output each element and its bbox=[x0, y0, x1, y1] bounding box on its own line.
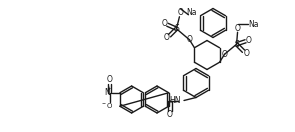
Text: HN: HN bbox=[170, 96, 181, 105]
Text: N: N bbox=[104, 88, 110, 97]
Text: $^-$O: $^-$O bbox=[100, 101, 114, 110]
Text: O: O bbox=[246, 36, 252, 45]
Text: Na: Na bbox=[248, 20, 259, 29]
Text: S: S bbox=[174, 24, 179, 33]
Text: O: O bbox=[167, 110, 173, 119]
Text: +: + bbox=[106, 86, 111, 91]
Text: S: S bbox=[234, 40, 239, 49]
Text: O: O bbox=[107, 75, 113, 84]
Text: O: O bbox=[222, 50, 227, 59]
Text: O: O bbox=[235, 24, 240, 33]
Text: O: O bbox=[178, 8, 183, 17]
Text: O: O bbox=[186, 35, 192, 44]
Text: O: O bbox=[163, 33, 169, 42]
Text: Na: Na bbox=[186, 8, 197, 17]
Text: O: O bbox=[244, 49, 250, 58]
Text: O: O bbox=[161, 19, 167, 28]
